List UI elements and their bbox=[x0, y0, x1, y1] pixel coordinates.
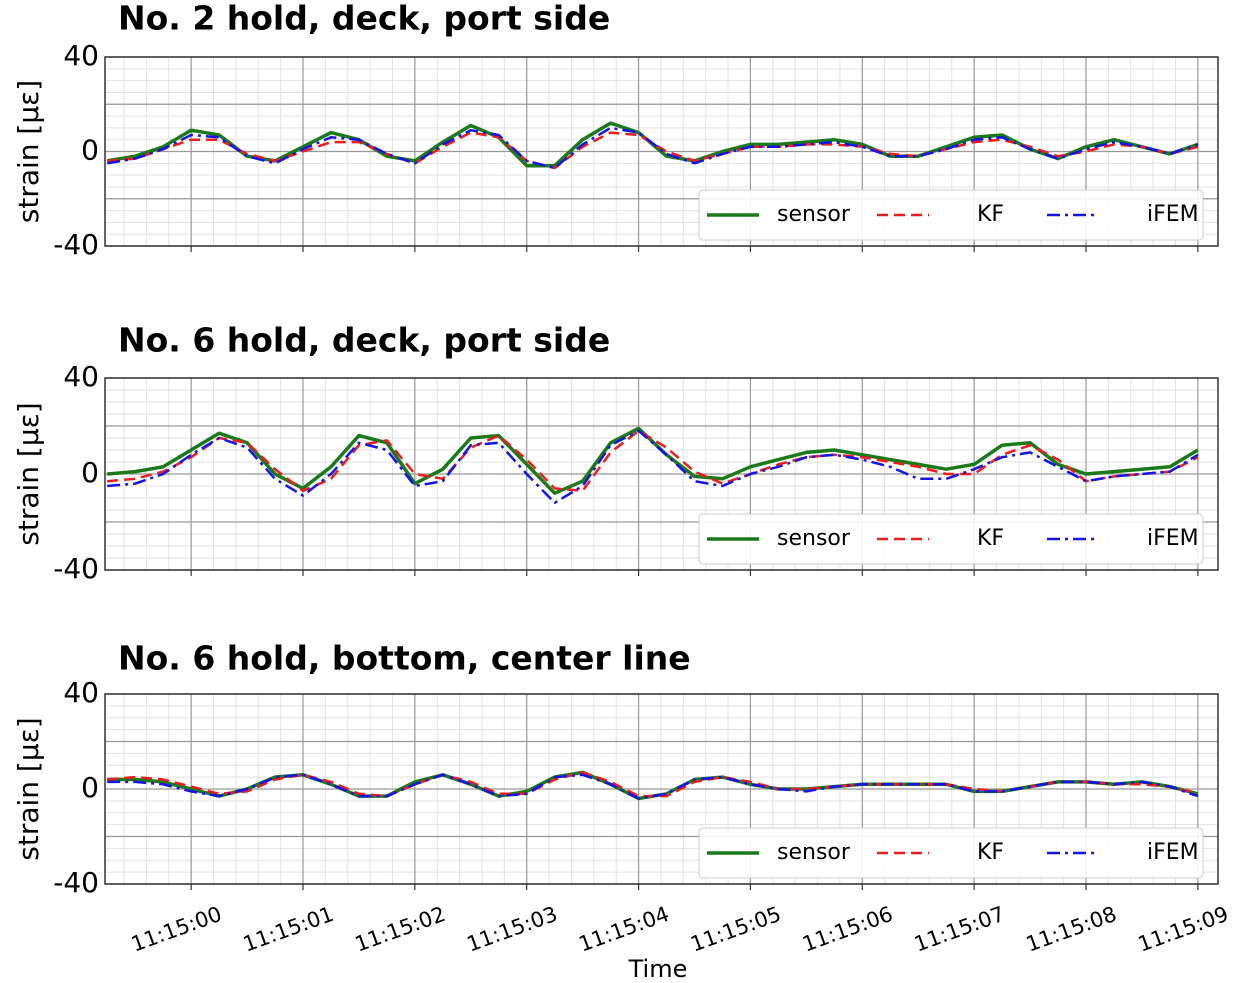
subplot: No. 6 hold, bottom, center line -40 0 40 11:… bbox=[12, 639, 1232, 983]
y-tick-label: 0 bbox=[81, 456, 99, 489]
subplot: No. 6 hold, deck, port side -40 0 40 strain … bbox=[12, 321, 1219, 585]
plot-frame bbox=[104, 693, 1219, 885]
x-axis-label: Time bbox=[628, 955, 688, 983]
legend: sensor KF iFEM bbox=[698, 189, 1204, 241]
chart-title: No. 6 hold, deck, port side bbox=[118, 321, 610, 360]
x-tick-label: 11:15:01 bbox=[240, 902, 337, 957]
y-axis-label: strain [με] bbox=[12, 402, 45, 545]
legend-box bbox=[698, 513, 1204, 565]
y-tick-label: 0 bbox=[81, 771, 99, 804]
x-tick-label: 11:15:07 bbox=[911, 902, 1008, 957]
series-line bbox=[107, 131, 1199, 170]
y-tick-label: -40 bbox=[53, 866, 99, 899]
y-axis-label: strain [με] bbox=[12, 80, 45, 223]
legend-box bbox=[698, 189, 1204, 241]
series-line bbox=[106, 126, 1199, 170]
plot-frame bbox=[104, 377, 1219, 571]
legend: sensor KF iFEM bbox=[698, 827, 1204, 879]
y-tick-label: 0 bbox=[81, 134, 99, 167]
legend: sensor KF iFEM bbox=[698, 513, 1204, 565]
legend-label: iFEM bbox=[1147, 526, 1199, 551]
legend-box bbox=[698, 827, 1204, 879]
legend-label: sensor bbox=[777, 202, 851, 227]
legend-label: sensor bbox=[777, 840, 851, 865]
legend-label: iFEM bbox=[1147, 840, 1199, 865]
series-line bbox=[107, 773, 1199, 800]
y-axis-label: strain [με] bbox=[12, 717, 45, 860]
legend-label: iFEM bbox=[1147, 202, 1199, 227]
chart-title: No. 6 hold, bottom, center line bbox=[118, 639, 691, 678]
series-line bbox=[107, 429, 1199, 493]
legend-label: KF bbox=[977, 202, 1004, 227]
legend-label: KF bbox=[977, 840, 1004, 865]
y-tick-label: -40 bbox=[53, 228, 99, 261]
x-tick-label: 11:15:03 bbox=[464, 902, 561, 957]
series-line bbox=[107, 429, 1199, 505]
x-tick-label: 11:15:08 bbox=[1023, 902, 1120, 957]
x-tick-label: 11:15:04 bbox=[575, 902, 672, 957]
legend-label: KF bbox=[977, 526, 1004, 551]
y-tick-label: 40 bbox=[63, 676, 99, 709]
x-tick-label: 11:15:00 bbox=[128, 902, 225, 957]
x-tick-label: 11:15:05 bbox=[687, 902, 784, 957]
x-tick-label: 11:15:09 bbox=[1135, 902, 1232, 957]
y-tick-label: -40 bbox=[53, 552, 99, 585]
subplot: No. 2 hold, deck, port side -40 0 40 strain … bbox=[12, 0, 1219, 261]
chart-title: No. 2 hold, deck, port side bbox=[118, 0, 610, 38]
x-tick-label: 11:15:06 bbox=[799, 902, 896, 957]
y-tick-label: 40 bbox=[63, 360, 99, 393]
legend-label: sensor bbox=[777, 526, 851, 551]
x-tick-label: 11:15:02 bbox=[352, 902, 449, 957]
y-tick-label: 40 bbox=[63, 39, 99, 72]
plot-frame bbox=[104, 56, 1219, 247]
